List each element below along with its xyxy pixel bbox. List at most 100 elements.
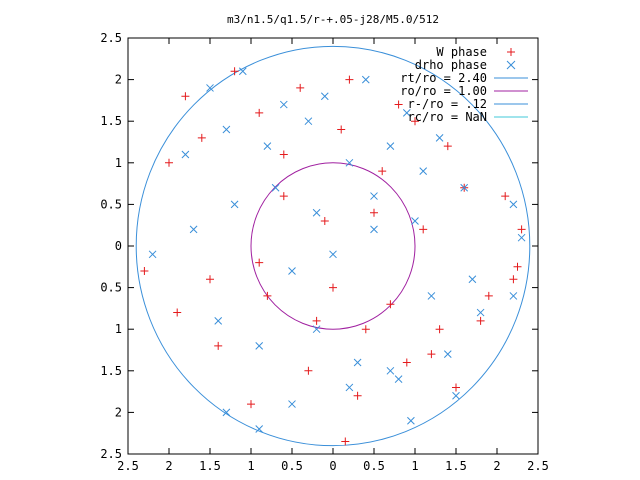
data-point: [427, 350, 436, 359]
x-tick-label: 2: [493, 459, 500, 473]
data-point: [214, 317, 223, 325]
series-W-phase: [140, 67, 526, 446]
series-drho-phase: [148, 67, 526, 433]
data-point: [140, 266, 149, 275]
data-point: [370, 208, 378, 217]
data-point: [263, 291, 272, 300]
data-point: [320, 217, 329, 226]
data-point: [165, 158, 173, 167]
data-point: [255, 341, 264, 350]
y-tick-label: 0: [115, 239, 122, 253]
data-point: [509, 200, 518, 209]
data-point: [304, 366, 313, 375]
data-point: [238, 67, 247, 76]
y-tick-label: 1.5: [100, 364, 122, 378]
data-point: [255, 425, 264, 433]
x-tick-label: 2.5: [527, 459, 549, 473]
data-point: [230, 200, 239, 209]
x-tick-label: 0.5: [363, 459, 385, 473]
data-point: [279, 100, 288, 109]
data-point: [230, 67, 239, 76]
axes: 2.5 2 1.5 1 0.5 0 0.5 1 1.5 2 2.52.521.510.500.511…: [100, 31, 549, 473]
plot-area: [135, 45, 531, 447]
data-point: [386, 366, 395, 375]
x-tick-label: 2.5: [117, 459, 139, 473]
data-point: [513, 262, 522, 271]
data-point: [312, 325, 321, 334]
x-tick-label: 2: [165, 459, 172, 473]
data-point: [460, 183, 469, 192]
data-point: [411, 117, 419, 126]
data-point: [214, 341, 223, 350]
data-point: [370, 225, 378, 234]
x-tick-label: 1.5: [199, 459, 221, 473]
legend-label: ro/ro = 1.00: [400, 84, 487, 98]
data-point: [288, 400, 296, 408]
data-point: [304, 117, 313, 126]
data-point: [271, 183, 280, 192]
data-point: [435, 325, 444, 334]
legend-key-x: [506, 60, 516, 70]
data-point: [345, 158, 354, 167]
data-point: [353, 358, 362, 367]
data-point: [386, 300, 395, 309]
data-point: [247, 400, 255, 409]
data-point: [361, 325, 370, 334]
x-tick-label: 0: [329, 459, 336, 473]
data-point: [341, 437, 350, 446]
data-point: [263, 142, 272, 151]
data-point: [189, 225, 198, 234]
data-point: [181, 92, 190, 101]
data-point: [484, 291, 493, 300]
data-point: [435, 133, 444, 142]
y-tick-label: 2: [115, 405, 122, 419]
legend-label: drho phase: [415, 58, 487, 72]
data-point: [452, 383, 460, 392]
data-point: [407, 416, 415, 425]
data-point: [386, 142, 395, 151]
data-point: [181, 150, 190, 159]
data-point: [509, 292, 518, 300]
y-tick-label: 2.5: [100, 31, 122, 45]
data-point: [337, 125, 346, 134]
data-point: [255, 258, 264, 267]
data-point: [476, 316, 485, 325]
data-point: [206, 84, 214, 92]
data-point: [452, 391, 460, 400]
chart-title: m3/n1.5/q1.5/r-+.05-j28/M5.0/512: [227, 13, 439, 26]
data-point: [296, 83, 305, 92]
circle-rt-ro: [135, 45, 531, 447]
data-point: [148, 250, 157, 259]
data-point: [320, 92, 329, 101]
data-point: [443, 350, 452, 359]
x-tick-label: 1: [411, 459, 418, 473]
data-point: [370, 192, 378, 200]
y-tick-label: 0.5: [100, 281, 122, 295]
data-point: [197, 133, 206, 142]
y-tick-label: 0.5: [100, 197, 122, 211]
data-point: [468, 275, 477, 284]
y-tick-label: 1: [115, 322, 122, 336]
data-point: [222, 125, 231, 134]
legend-label: r-/ro = .12: [408, 97, 487, 111]
data-point: [517, 225, 526, 234]
data-point: [402, 109, 411, 117]
data-point: [517, 233, 526, 242]
data-point: [222, 408, 231, 417]
data-point: [206, 275, 214, 284]
data-point: [345, 383, 354, 392]
data-point: [419, 167, 428, 175]
data-point: [312, 316, 321, 325]
data-point: [329, 283, 337, 292]
data-point: [419, 225, 428, 234]
data-point: [329, 250, 337, 259]
y-tick-label: 2: [115, 73, 122, 87]
data-point: [288, 267, 296, 275]
data-point: [476, 308, 485, 317]
legend-label: rc/ro = NaN: [408, 110, 487, 124]
x-tick-label: 1: [247, 459, 254, 473]
legend-key-plus: [507, 48, 515, 56]
data-point: [394, 375, 403, 383]
y-tick-label: 1: [115, 156, 122, 170]
